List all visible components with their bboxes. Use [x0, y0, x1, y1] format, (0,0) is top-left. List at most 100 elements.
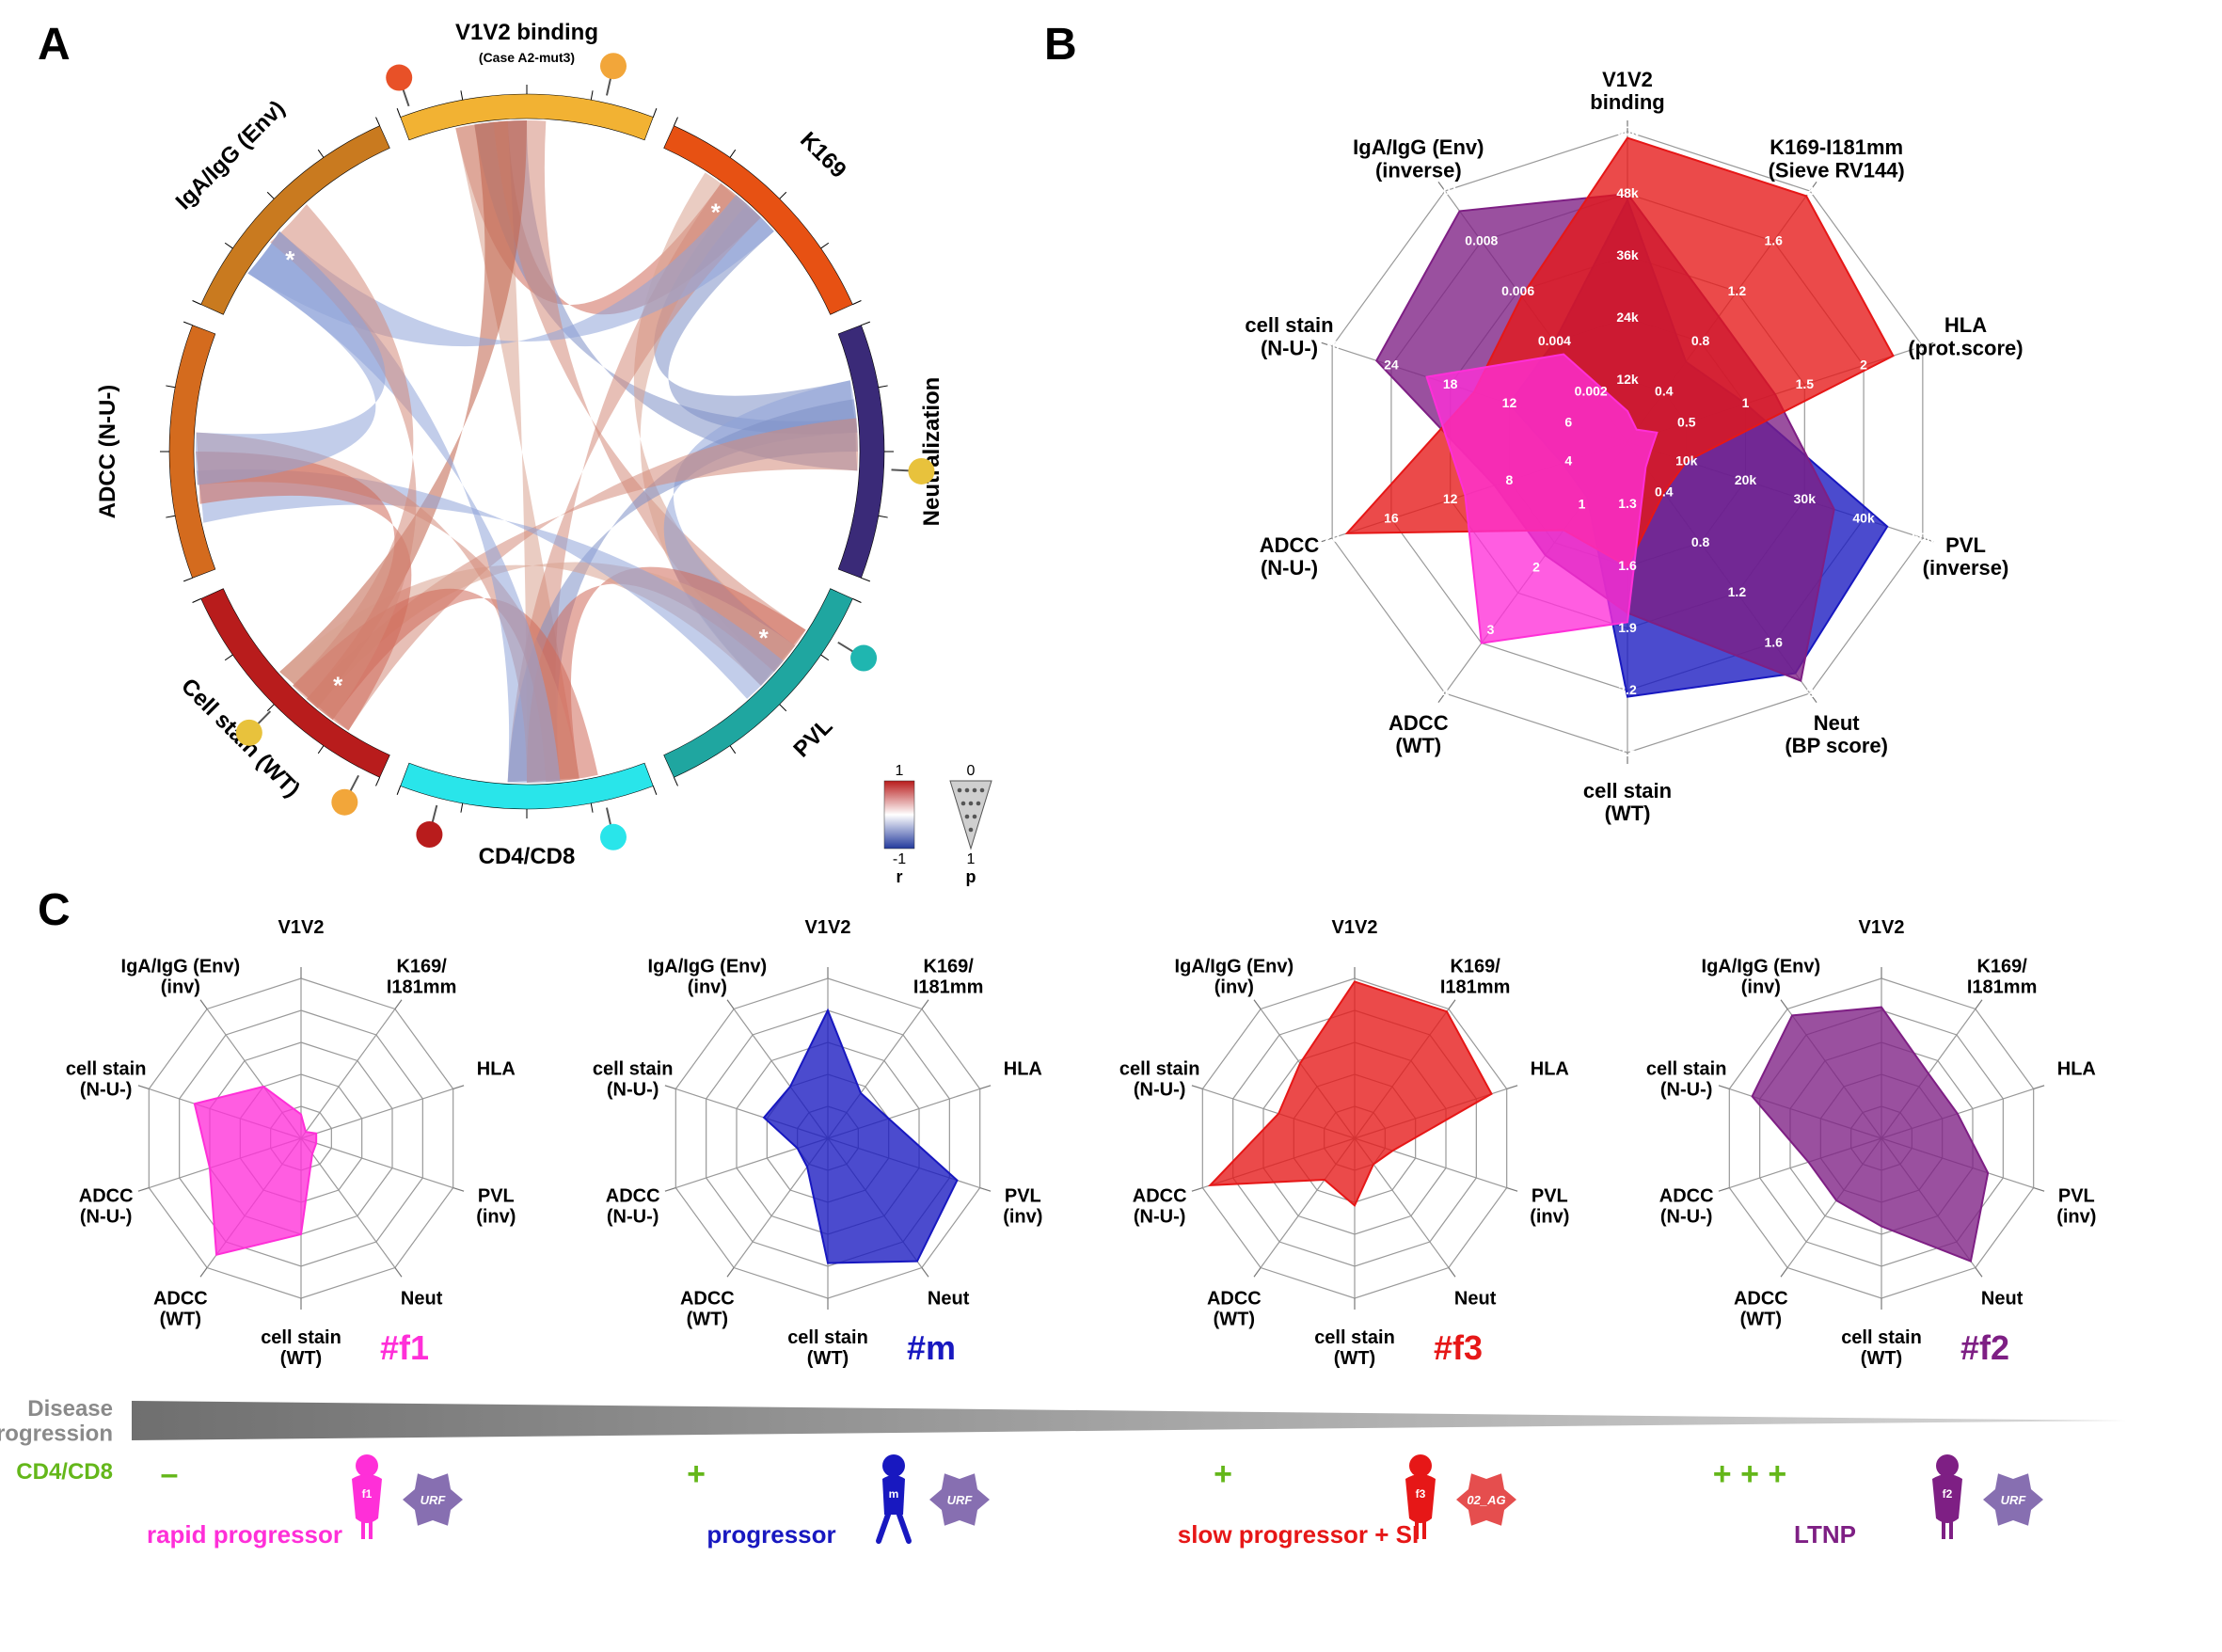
radar-axis-label: HLA(prot.score) — [1908, 313, 2023, 359]
radar-axis-label: PVL(inv) — [1003, 1185, 1042, 1227]
radar-tick: 12k — [1616, 372, 1639, 387]
radar-axis-label: K169/I181mm — [387, 957, 457, 998]
radar-tick: 50k — [1912, 530, 1934, 545]
svg-text:r: r — [896, 867, 902, 886]
person-icon: f1 — [352, 1454, 382, 1539]
radar-axis-label: cell stain(WT) — [787, 1327, 868, 1369]
radar-plot: 12k24k36k48k60k0.40.81.21.620.511.522.51… — [1245, 68, 2023, 825]
radar-tick: 1.6 — [1764, 635, 1783, 650]
radar-axis-label: cell stain(WT) — [261, 1327, 341, 1369]
subject-id: #m — [907, 1328, 956, 1367]
radar-axis-label: V1V2binding — [1590, 68, 1664, 114]
chord-label: PVL — [788, 713, 837, 762]
radar-axis-label: V1V2 — [1332, 917, 1378, 938]
radar-tick: 4 — [1441, 685, 1449, 700]
radar-series — [764, 1010, 957, 1263]
svg-text:02_AG: 02_AG — [1467, 1493, 1505, 1507]
chord-label: K169 — [795, 127, 851, 183]
subject-id: #f3 — [1434, 1328, 1483, 1367]
radar-axis-label: V1V2 — [1859, 917, 1905, 938]
legend-r-bar — [884, 781, 914, 849]
radar-axis-label: HLA — [1004, 1059, 1042, 1080]
radar-axis-label: ADCC(N-U-) — [1659, 1185, 1714, 1227]
chord-legend: 1-1r01p — [884, 763, 992, 886]
virus-icon: URF — [1983, 1473, 2043, 1525]
radar-tick: 1.5 — [1796, 376, 1815, 391]
chord-dot — [850, 645, 877, 672]
radar-axis-label: Neut(BP score) — [1785, 711, 1888, 757]
radar-plot: V1V2K169/I181mmHLAPVL(inv)Neutcell stain… — [593, 917, 1043, 1369]
virus-icon: 02_AG — [1456, 1473, 1516, 1525]
chord-dot — [236, 720, 262, 746]
significance-star: * — [333, 672, 343, 700]
footer: Diseaseprogression CD4/CD8 – rapid progress… — [0, 1396, 2126, 1549]
chord-dot — [416, 821, 442, 848]
chord-sublabel: (Case A2-mut3) — [479, 50, 575, 65]
radar-tick: 16 — [1384, 511, 1399, 526]
radar-axis-label: K169/I181mm — [1440, 957, 1511, 998]
radar-axis-label: K169/I181mm — [913, 957, 984, 998]
radar-axis-label: V1V2 — [278, 917, 325, 938]
disease-label: Diseaseprogression — [0, 1396, 113, 1446]
radar-tick: 30 — [1325, 338, 1340, 353]
radar-tick: 0.006 — [1501, 283, 1534, 298]
cd4cd8-sign: + + + — [1713, 1456, 1786, 1492]
radar-axis-label: K169-I181mm(Sieve RV144) — [1769, 135, 1905, 182]
virus-icon: URF — [929, 1473, 990, 1525]
radar-tick: 0.4 — [1655, 484, 1674, 499]
radar-tick: 0.5 — [1677, 415, 1696, 430]
radar-tick: 48k — [1616, 185, 1639, 200]
svg-text:URF: URF — [947, 1493, 974, 1507]
radar-tick: 0.4 — [1655, 384, 1674, 399]
radar-tick: 24k — [1616, 310, 1639, 325]
radar-axis-label: cell stain(N-U-) — [1119, 1059, 1200, 1101]
radar-tick: 1.2 — [1728, 283, 1747, 298]
radar-series — [1753, 1008, 1989, 1262]
radar-tick: 4 — [1564, 453, 1572, 468]
cd4cd8-sign: + — [687, 1456, 706, 1492]
figure-canvas: V1V2 binding(Case A2-mut3)K169Neutraliza… — [0, 0, 2222, 1652]
svg-text:m: m — [889, 1487, 899, 1501]
svg-text:f1: f1 — [362, 1487, 373, 1501]
radar-axis-label: Neut — [401, 1288, 443, 1309]
radar-tick: 2 — [1806, 685, 1814, 700]
radar-tick: 1 — [1742, 395, 1750, 410]
chord-dot — [600, 53, 627, 79]
cd4cd8-sign: + — [1214, 1456, 1232, 1492]
legend-p-triangle — [950, 781, 992, 849]
radar-axis-label: K169/I181mm — [1967, 957, 2038, 998]
radar-tick: 2 — [1532, 559, 1540, 574]
chord-dot — [386, 65, 412, 91]
radar-plot: V1V2K169/I181mmHLAPVL(inv)Neutcell stain… — [1646, 917, 2097, 1369]
cd4cd8-label: CD4/CD8 — [16, 1459, 113, 1485]
radar-axis-label: IgA/IgG (Env)(inverse) — [1353, 135, 1484, 182]
subject-tag: rapid progressor — [147, 1520, 342, 1549]
radar-axis-label: Neut — [1981, 1288, 2024, 1309]
radar-tick: 36k — [1616, 247, 1639, 262]
radar-tick: 1.9 — [1618, 620, 1637, 635]
cd4cd8-sign: – — [161, 1456, 179, 1492]
radar-axis-label: ADCC(N-U-) — [1133, 1185, 1187, 1227]
radar-axis-label: HLA — [2057, 1059, 2096, 1080]
subject-tag: progressor — [706, 1520, 835, 1549]
significance-star: * — [285, 246, 295, 274]
radar-tick: 8 — [1506, 472, 1514, 487]
radar-axis-label: IgA/IgG (Env)(inv) — [648, 957, 768, 998]
radar-axis-label: cell stain(N-U-) — [1646, 1059, 1727, 1101]
radar-axis-label: IgA/IgG (Env)(inv) — [1702, 957, 1821, 998]
radar-tick: 20 — [1325, 530, 1340, 545]
radar-axis-label: ADCC(N-U-) — [606, 1185, 660, 1227]
chord-diagram: V1V2 binding(Case A2-mut3)K169Neutraliza… — [95, 20, 944, 869]
person-icon: f2 — [1932, 1454, 1962, 1539]
radar-axis-label: ADCC(WT) — [153, 1288, 208, 1329]
radar-tick: 1 — [1579, 497, 1586, 512]
chord-dot — [331, 789, 357, 816]
chord-dot — [908, 458, 934, 484]
radar-plot: V1V2K169/I181mmHLAPVL(inv)Neutcell stain… — [66, 917, 516, 1369]
radar-axis-label: PVL(inv) — [1530, 1185, 1569, 1227]
subject-id: #f1 — [380, 1328, 429, 1367]
significance-star: * — [567, 135, 578, 164]
significance-star: * — [804, 324, 815, 352]
radar-axis-label: ADCC(N-U-) — [1260, 533, 1320, 580]
svg-text:URF: URF — [421, 1493, 447, 1507]
